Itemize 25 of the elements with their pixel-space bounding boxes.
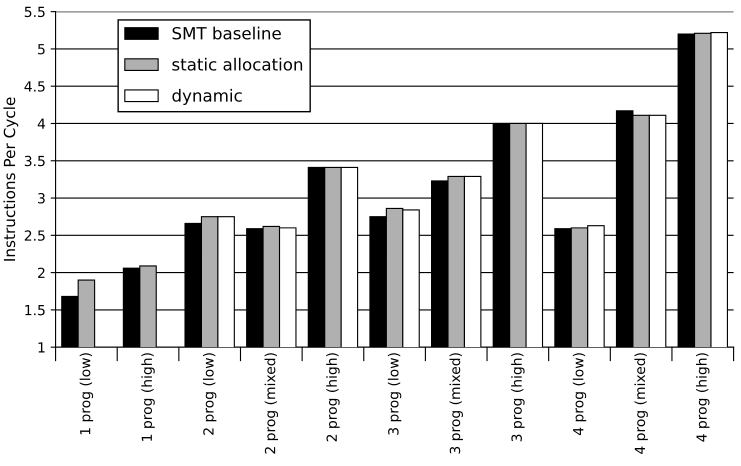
y-tick-label: 4.5 — [24, 81, 45, 92]
x-tick-label: 4 prog (high) — [696, 353, 710, 442]
y-tick-label: 1.5 — [25, 305, 45, 316]
x-tick-label: 1 prog (high) — [141, 353, 155, 441]
y-tick-label: 4 — [38, 118, 46, 129]
x-tick-label: 2 prog (low) — [202, 353, 216, 435]
x-tick-label: 2 prog (high) — [326, 353, 340, 442]
x-tick-label: 4 prog (low) — [572, 353, 586, 436]
y-tick-label: 2 — [38, 268, 44, 278]
y-tick-label: 1 — [38, 342, 45, 352]
legend-label: dynamic — [172, 88, 242, 106]
y-tick-label: 5.5 — [24, 6, 45, 18]
x-tick-label: 2 prog (mixed) — [264, 353, 278, 454]
x-tick-label: 3 prog (low) — [388, 353, 402, 435]
y-tick-label: 5 — [38, 44, 45, 54]
legend-label: static allocation — [172, 58, 302, 71]
x-tick-label: 3 prog (high) — [511, 353, 525, 442]
y-tick-label: 3.5 — [24, 156, 45, 166]
legend-label: SMT baseline — [172, 26, 281, 40]
y-tick-label: 2.5 — [24, 230, 45, 241]
x-tick-label: 4 prog (mixed) — [634, 353, 648, 454]
x-tick-label: 3 prog (mixed) — [450, 353, 463, 454]
x-tick-label: 1 prog (low) — [80, 353, 94, 434]
y-tick-label: 3 — [38, 193, 45, 204]
y-axis-title: Instructions Per Cycle — [3, 97, 18, 261]
